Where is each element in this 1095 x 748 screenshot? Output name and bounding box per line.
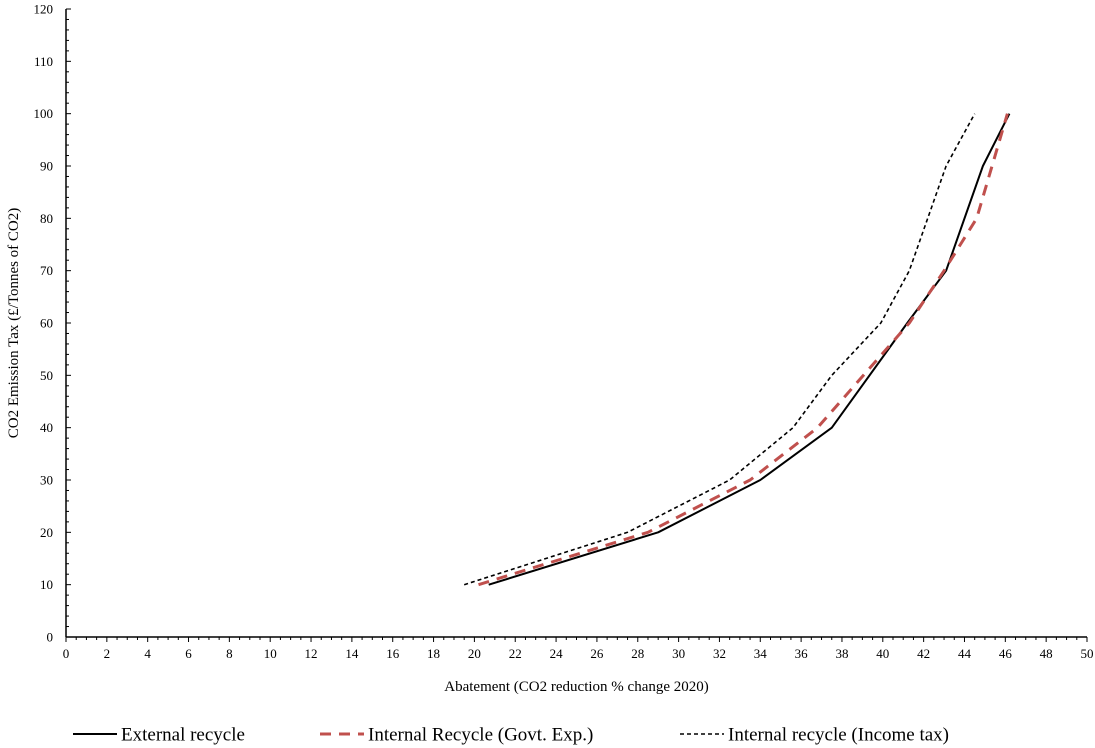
- x-tick-label: 22: [509, 646, 522, 661]
- x-tick-label: 28: [631, 646, 644, 661]
- y-tick-label: 90: [40, 159, 53, 174]
- x-tick-label: 44: [958, 646, 972, 661]
- x-tick-label: 6: [185, 646, 192, 661]
- legend-label-2: Internal Recycle (Govt. Exp.): [368, 725, 593, 746]
- y-tick-label: 10: [40, 577, 53, 592]
- x-tick-label: 38: [835, 646, 848, 661]
- series-line-1: [488, 113, 1011, 586]
- x-tick-label: 34: [754, 646, 768, 661]
- series-line-2: [478, 113, 1009, 587]
- x-axis-title: Abatement (CO2 reduction % change 2020): [444, 679, 709, 695]
- y-tick-label: 110: [34, 54, 53, 69]
- x-tick-label: 20: [468, 646, 481, 661]
- y-tick-label: 0: [47, 630, 54, 645]
- x-tick-label: 42: [917, 646, 930, 661]
- x-tick-label: 14: [345, 646, 359, 661]
- x-tick-label: 16: [386, 646, 400, 661]
- x-tick-label: 2: [104, 646, 111, 661]
- x-tick-label: 32: [713, 646, 726, 661]
- x-tick-label: 4: [144, 646, 151, 661]
- x-tick-label: 40: [876, 646, 889, 661]
- x-tick-label: 18: [427, 646, 440, 661]
- series-layer: [463, 113, 1011, 587]
- y-tick-label: 30: [40, 473, 53, 488]
- x-tick-label: 26: [590, 646, 604, 661]
- y-tick-label: 100: [34, 106, 54, 121]
- legend-label-3: Internal recycle (Income tax): [728, 725, 949, 746]
- x-tick-label: 24: [550, 646, 564, 661]
- x-tick-label: 10: [264, 646, 277, 661]
- y-tick-label: 70: [40, 263, 53, 278]
- x-tick-label: 36: [795, 646, 809, 661]
- y-tick-label: 120: [34, 2, 54, 17]
- y-tick-label: 50: [40, 368, 53, 383]
- y-axis-title: CO2 Emission Tax (£/Tonnes of CO2): [6, 208, 22, 439]
- x-tick-label: 0: [63, 646, 70, 661]
- axes: 0 2 4 6 8 10 12 14 16 18 20 22 24 26 28 30 32 34 36 38 40 42 4…: [34, 2, 1094, 662]
- x-tick-label: 30: [672, 646, 685, 661]
- series-line-3: [463, 113, 976, 586]
- y-tick-label: 40: [40, 420, 53, 435]
- x-tick-label: 46: [999, 646, 1013, 661]
- legend: External recycle Internal Recycle (Govt. …: [73, 725, 949, 746]
- y-tick-label: 80: [40, 211, 53, 226]
- y-tick-label: 60: [40, 316, 53, 331]
- x-tick-label: 8: [226, 646, 233, 661]
- y-tick-label: 20: [40, 525, 53, 540]
- legend-label-1: External recycle: [121, 725, 245, 746]
- x-tick-label: 48: [1040, 646, 1053, 661]
- x-tick-label: 12: [305, 646, 318, 661]
- x-tick-label: 50: [1081, 646, 1094, 661]
